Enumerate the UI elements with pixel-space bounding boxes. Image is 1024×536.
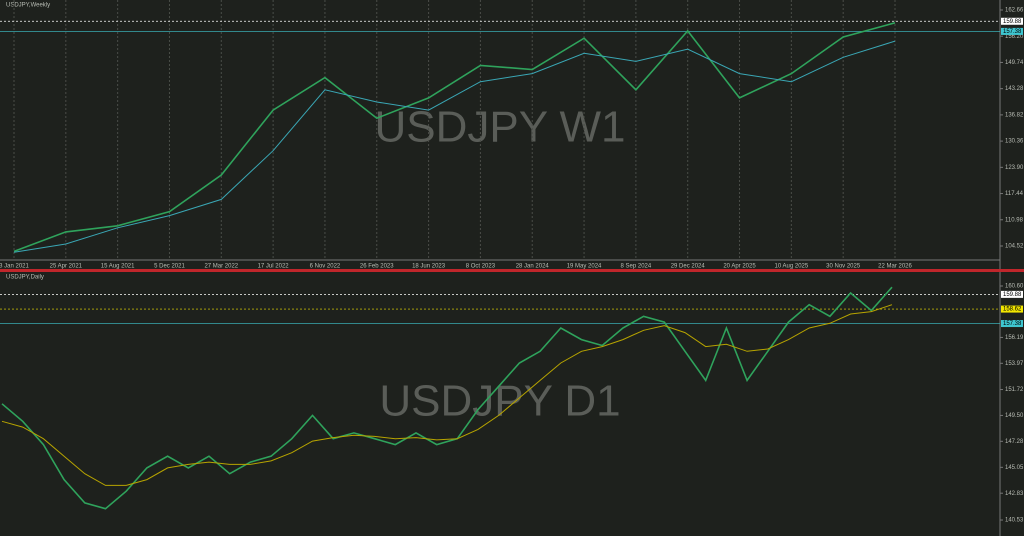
x-tick-label: 19 May 2024 [567, 264, 602, 270]
price-tag-label: 159.88 [1003, 19, 1022, 25]
x-tick-label: 26 Feb 2023 [360, 264, 394, 270]
y-tick-label: 130.36 [1005, 139, 1024, 145]
x-tick-label: 25 Apr 2021 [50, 264, 83, 270]
price-tag-label: 159.88 [1003, 292, 1022, 298]
y-tick-label: 149.74 [1005, 60, 1024, 66]
x-tick-label: 15 Aug 2021 [101, 264, 135, 270]
x-tick-label: 30 Nov 2025 [826, 264, 861, 270]
x-tick-label: 8 Sep 2024 [621, 264, 652, 270]
y-tick-label: 145.05 [1005, 465, 1024, 471]
y-tick-label: 143.28 [1005, 86, 1024, 92]
y-tick-label: 104.52 [1005, 244, 1024, 250]
x-tick-label: 28 Jan 2024 [516, 264, 550, 270]
price-line [13, 40, 896, 253]
price-tag [1001, 290, 1023, 298]
y-tick-label: 123.90 [1005, 165, 1024, 171]
y-tick-label: 110.98 [1005, 217, 1024, 223]
x-tick-label: 3 Jan 2021 [0, 264, 30, 270]
x-tick-label: 8 Oct 2023 [466, 264, 496, 270]
price-line [13, 22, 896, 253]
symbol-header: USDJPY,Weekly [6, 3, 50, 9]
price-tag [1001, 17, 1023, 25]
watermark: USDJPY W1 [374, 103, 625, 152]
x-tick-label: 17 Jul 2022 [258, 264, 290, 270]
symbol-header: USDJPY,Daily [6, 275, 44, 281]
x-tick-label: 6 Nov 2022 [310, 264, 341, 270]
x-tick-label: 20 Apr 2025 [723, 264, 756, 270]
x-tick-label: 22 Mar 2026 [878, 264, 912, 270]
y-tick-label: 156.19 [1005, 335, 1024, 341]
y-tick-label: 153.97 [1005, 361, 1024, 367]
y-tick-label: 151.72 [1005, 387, 1024, 393]
x-tick-label: 29 Dec 2024 [671, 264, 706, 270]
y-tick-label: 142.83 [1005, 491, 1024, 497]
y-tick-label: 147.28 [1005, 439, 1024, 445]
y-tick-label: 136.82 [1005, 112, 1024, 118]
price-tag-label: 157.38 [1003, 29, 1022, 35]
y-tick-label: 160.60 [1005, 284, 1024, 290]
price-tag [1001, 320, 1023, 328]
y-tick-label: 162.66 [1005, 8, 1024, 14]
panel-separator [0, 269, 1024, 272]
y-tick-label: 156.20 [1005, 34, 1024, 40]
price-tag-label: 158.62 [1003, 307, 1022, 313]
x-tick-label: 27 Mar 2022 [204, 264, 238, 270]
x-tick-label: 5 Dec 2021 [154, 264, 185, 270]
y-tick-label: 117.44 [1005, 191, 1024, 197]
x-tick-label: 10 Aug 2025 [775, 264, 809, 270]
price-line [1, 304, 893, 486]
x-tick-label: 18 Jun 2023 [412, 264, 446, 270]
price-line [1, 286, 893, 510]
price-tag [1001, 27, 1023, 35]
price-tag-label: 157.38 [1003, 321, 1022, 327]
price-tag [1001, 305, 1023, 313]
y-tick-label: 140.53 [1005, 518, 1024, 524]
y-tick-label: 149.50 [1005, 413, 1024, 419]
